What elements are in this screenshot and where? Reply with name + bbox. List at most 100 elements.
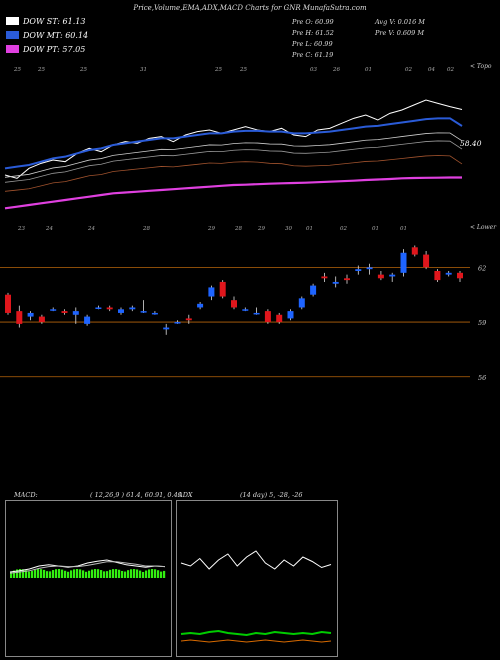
macd-hist-bar [160, 571, 163, 578]
candle-body [287, 311, 294, 319]
candle-body [411, 247, 418, 255]
candle-body [50, 309, 57, 311]
macd-hist-bar [151, 569, 154, 578]
ema-line-1 [4, 117, 463, 170]
adx-params: (14 day) 5, -28, -26 [240, 491, 303, 499]
macd-hist-bar [67, 571, 70, 578]
candle-body [344, 278, 350, 281]
macd-hist-bar [25, 570, 28, 578]
low-date-label: 29 [207, 226, 215, 232]
macd-hist-bar [79, 569, 82, 578]
top-date-label: 02 [447, 67, 454, 73]
legend-dow-pt: DOW PT: 57.05 [6, 45, 85, 54]
candle-body [118, 309, 124, 313]
candle-body [163, 327, 170, 330]
candle-body [208, 287, 215, 297]
ema-band-line [4, 155, 463, 192]
candle-body [95, 307, 102, 309]
macd-hist-bar [133, 569, 136, 578]
top-date-label: 31 [140, 67, 147, 73]
candle-body [16, 311, 23, 324]
macd-hist-bar [37, 569, 40, 578]
macd-hist-bar [103, 571, 106, 578]
macd-hist-bar [127, 570, 130, 578]
macd-hist-bar [31, 570, 34, 578]
legend-label-pt: DOW PT: 57.05 [23, 45, 86, 54]
main-chart: 25 25 25 31 25 25 03 26 01 02 04 02 58.40 23 24 24 28 29 2… [0, 67, 486, 382]
legend-dow-mt: DOW MT: 60.14 [6, 31, 88, 40]
macd-hist-bar [19, 569, 22, 578]
candle-body [38, 316, 45, 323]
candle-body [84, 316, 91, 324]
candle-body [106, 307, 113, 310]
macd-hist-bar [49, 571, 52, 578]
adx-line-0 [180, 550, 332, 570]
low-date-label: 30 [285, 226, 292, 232]
candle-body [332, 281, 339, 284]
macd-hist-bar [58, 569, 61, 578]
top-date-label: 25 [214, 67, 222, 73]
macd-hist-bar [100, 570, 103, 578]
ohlc-open: Pre O: 60.99 [292, 18, 334, 26]
adx-panel [176, 500, 338, 657]
candle-body [219, 281, 226, 297]
candle-body [185, 318, 192, 321]
ema-band-line [4, 132, 463, 178]
macd-hist-bar [121, 570, 124, 578]
top-date-label: 02 [405, 67, 412, 73]
candle-body [242, 309, 249, 311]
macd-hist-bar [55, 569, 58, 578]
macd-hist-bar [22, 569, 25, 578]
low-date-label: 24 [45, 226, 53, 232]
macd-hist-bar [97, 569, 100, 578]
candle-body [457, 272, 463, 279]
ema-line-0 [4, 99, 463, 179]
macd-chart [9, 559, 166, 578]
candle-body [298, 298, 305, 308]
candle-body [377, 274, 384, 279]
macd-hist-bar [163, 570, 166, 578]
macd-hist-bar [115, 569, 118, 578]
ohlc-high: Pre H: 61.52 [292, 29, 334, 37]
ohlc-prev-volume: Pre V: 0.609 M [375, 29, 425, 37]
top-date-label: 26 [332, 67, 340, 73]
macd-hist-bar [106, 571, 109, 578]
macd-hist-bar [145, 570, 148, 578]
macd-hist-bar [85, 571, 88, 578]
candle-body [423, 254, 430, 268]
macd-hist-bar [46, 571, 49, 578]
macd-hist-bar [13, 570, 16, 578]
low-date-label: 29 [257, 226, 265, 232]
candle-body [231, 300, 237, 308]
candle-body [276, 314, 283, 323]
top-date-label: 25 [37, 67, 45, 73]
adx-line-1 [180, 629, 332, 637]
macd-hist-bar [157, 570, 160, 578]
legend-swatch-pt [6, 45, 19, 53]
candle-body [264, 311, 271, 323]
legend-swatch-mt [6, 31, 19, 39]
adx-label: ADX [178, 491, 193, 499]
candle-body [389, 274, 396, 277]
adx-chart [180, 550, 332, 643]
legend-swatch-st [6, 17, 19, 25]
ohlc-low: Pre L: 60.99 [292, 40, 333, 48]
ohlc-avg-volume: Avg V: 0.016 M [375, 18, 425, 26]
macd-hist-bar [88, 570, 91, 578]
macd-hist-bar [52, 570, 55, 578]
macd-hist-bar [139, 570, 142, 578]
macd-hist-bar [28, 571, 31, 578]
macd-hist-bar [64, 570, 67, 578]
candle-body [400, 252, 407, 273]
macd-hist-bar [82, 570, 85, 578]
macd-hist-bar [91, 569, 94, 578]
top-label: < Topo [470, 63, 492, 70]
candle-body [310, 285, 317, 295]
macd-hist-bar [148, 569, 151, 578]
macd-hist-bar [118, 569, 121, 578]
macd-hist-bar [124, 571, 127, 578]
macd-hist-bar [112, 569, 115, 578]
legend-dow-st: DOW ST: 61.13 [6, 17, 85, 26]
low-date-label: 28 [234, 226, 242, 232]
top-date-label: 01 [365, 67, 372, 73]
